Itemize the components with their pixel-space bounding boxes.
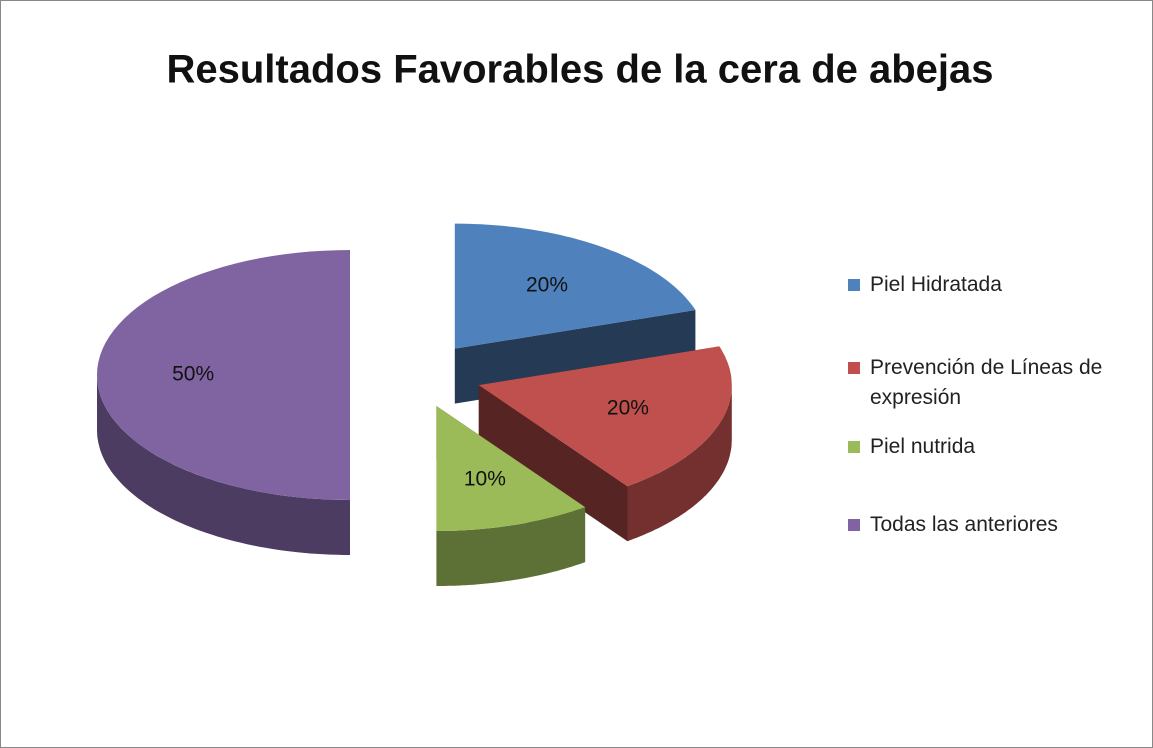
data-label: 50%: [172, 363, 214, 386]
legend-label: Piel nutrida: [870, 435, 976, 458]
legend-label: Piel Hidratada: [870, 273, 1002, 296]
legend-label: Prevención de Líneas de expresión: [870, 356, 1103, 409]
legend-label: Todas las anteriores: [870, 513, 1058, 536]
slice-wall: [627, 385, 732, 542]
slice-wall: [436, 507, 586, 586]
legend-item: Piel nutrida: [848, 432, 1128, 462]
legend-item: Prevención de Líneas de expresión: [848, 353, 1128, 413]
data-label: 20%: [607, 397, 649, 420]
chart-title: Resultados Favorables de la cera de abej…: [166, 48, 993, 92]
legend-item: Todas las anteriores: [848, 510, 1128, 540]
slice-wall: [97, 375, 350, 555]
slice-side: [478, 385, 628, 542]
legend-swatch: [848, 441, 860, 453]
data-label: 20%: [526, 273, 568, 296]
slice: [436, 406, 586, 531]
legend-swatch: [848, 519, 860, 531]
slice: [454, 223, 696, 349]
slice: [97, 250, 350, 500]
data-label: 10%: [464, 467, 506, 490]
slice: [478, 346, 732, 487]
legend-item: Piel Hidratada: [848, 270, 1128, 300]
legend-swatch: [848, 362, 860, 374]
legend-swatch: [848, 279, 860, 291]
